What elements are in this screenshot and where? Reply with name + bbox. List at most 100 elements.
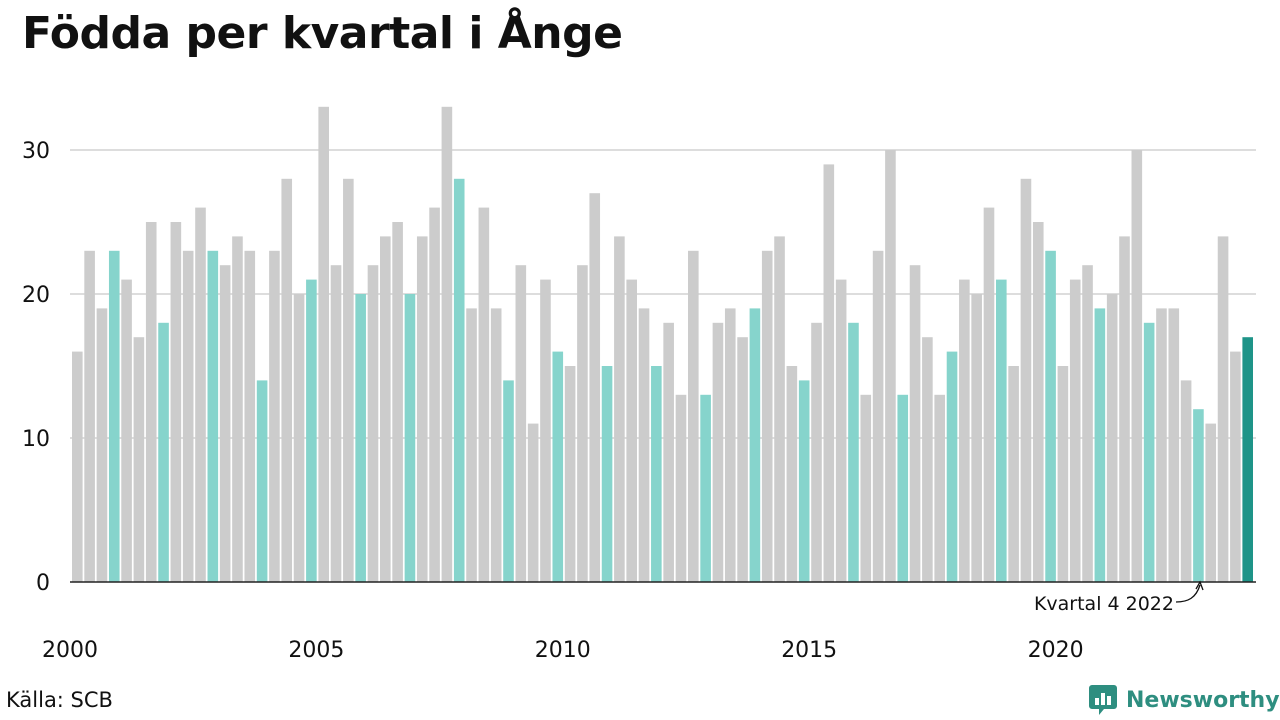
bar <box>1045 250 1056 583</box>
bar <box>195 207 206 582</box>
bar <box>490 308 502 582</box>
bar <box>540 279 551 582</box>
bar <box>355 294 366 582</box>
bar <box>306 279 317 582</box>
bar <box>281 178 293 583</box>
x-tick-label: 2020 <box>1028 638 1084 663</box>
bar <box>96 308 108 582</box>
bar <box>527 423 539 582</box>
annotation-text: Kvartal 4 2022 <box>1034 593 1174 615</box>
bar <box>293 294 305 582</box>
bar <box>453 178 465 583</box>
bar <box>601 366 613 582</box>
bar <box>786 366 798 582</box>
bar <box>761 250 773 583</box>
bar <box>909 265 921 582</box>
bar <box>1205 423 1217 582</box>
bar <box>1057 366 1069 582</box>
y-tick-label: 10 <box>22 427 50 452</box>
bar <box>1106 294 1118 582</box>
bar <box>1230 351 1241 582</box>
source-note: Källa: SCB <box>6 688 113 712</box>
bar <box>872 250 884 583</box>
bar <box>663 322 674 582</box>
bar <box>343 178 354 583</box>
bar <box>724 308 736 582</box>
x-tick-label: 2000 <box>42 638 98 663</box>
bar <box>158 322 169 582</box>
bar <box>577 265 588 582</box>
bar <box>700 394 711 582</box>
bar <box>675 394 687 582</box>
x-tick-label: 2010 <box>535 638 591 663</box>
bar <box>1032 222 1044 582</box>
bar <box>996 279 1007 582</box>
bar <box>626 279 637 582</box>
x-axis-labels: 2000 2005 2010 2015 2020 <box>42 638 1084 663</box>
annotation: Kvartal 4 2022 <box>1034 580 1204 615</box>
bar <box>1242 337 1253 582</box>
bar <box>798 380 810 582</box>
brand-logo: Newsworthy <box>1088 684 1280 716</box>
bar <box>1156 308 1167 582</box>
bar <box>946 351 958 582</box>
bar <box>121 279 132 582</box>
bar <box>244 250 256 583</box>
bar <box>589 193 601 582</box>
bar <box>823 164 835 582</box>
bar <box>835 279 847 582</box>
bar <box>478 207 490 582</box>
bar <box>84 250 95 583</box>
bars <box>72 106 1253 583</box>
bar <box>564 366 576 582</box>
bar <box>1143 322 1155 582</box>
bar <box>1168 308 1180 582</box>
y-axis-labels: 0 10 20 30 <box>22 139 50 596</box>
bar <box>404 294 416 582</box>
bar <box>959 279 970 582</box>
bar <box>885 150 896 582</box>
bar <box>269 250 280 583</box>
x-tick-label: 2015 <box>781 638 837 663</box>
bar <box>256 380 268 582</box>
bar <box>72 351 83 582</box>
bar <box>416 236 428 582</box>
bar <box>860 394 872 582</box>
bar <box>1180 380 1192 582</box>
bar <box>367 265 379 582</box>
bar <box>515 265 527 582</box>
bar <box>1020 178 1032 583</box>
bar <box>774 236 785 582</box>
bar <box>1193 409 1204 582</box>
bar <box>145 222 157 582</box>
bar <box>466 308 477 582</box>
bar <box>330 265 342 582</box>
bar <box>380 236 391 582</box>
bar <box>429 207 440 582</box>
bar <box>1131 150 1143 582</box>
annotation-arrowhead <box>1195 580 1204 591</box>
bar <box>934 394 945 582</box>
bar <box>318 106 329 583</box>
bar <box>232 236 243 582</box>
bar <box>207 250 219 583</box>
bar <box>983 207 995 582</box>
brand-name: Newsworthy <box>1126 687 1280 713</box>
bar <box>503 380 514 582</box>
bar <box>182 250 194 583</box>
bar <box>1094 308 1106 582</box>
bar <box>614 236 625 582</box>
bar <box>108 250 120 583</box>
y-tick-label: 0 <box>36 571 50 596</box>
bar <box>811 322 822 582</box>
bar <box>133 337 145 582</box>
bar <box>219 265 231 582</box>
bar <box>1008 366 1019 582</box>
bar <box>1217 236 1229 582</box>
y-tick-label: 30 <box>22 139 50 164</box>
bar <box>1082 265 1093 582</box>
bar <box>737 337 748 582</box>
chart-title: Födda per kvartal i Ånge <box>22 8 623 59</box>
bar-chart: 0 10 20 30 2000 2005 2010 2015 2020 Kvartal 4 2… <box>22 106 1256 663</box>
bar <box>971 294 982 582</box>
